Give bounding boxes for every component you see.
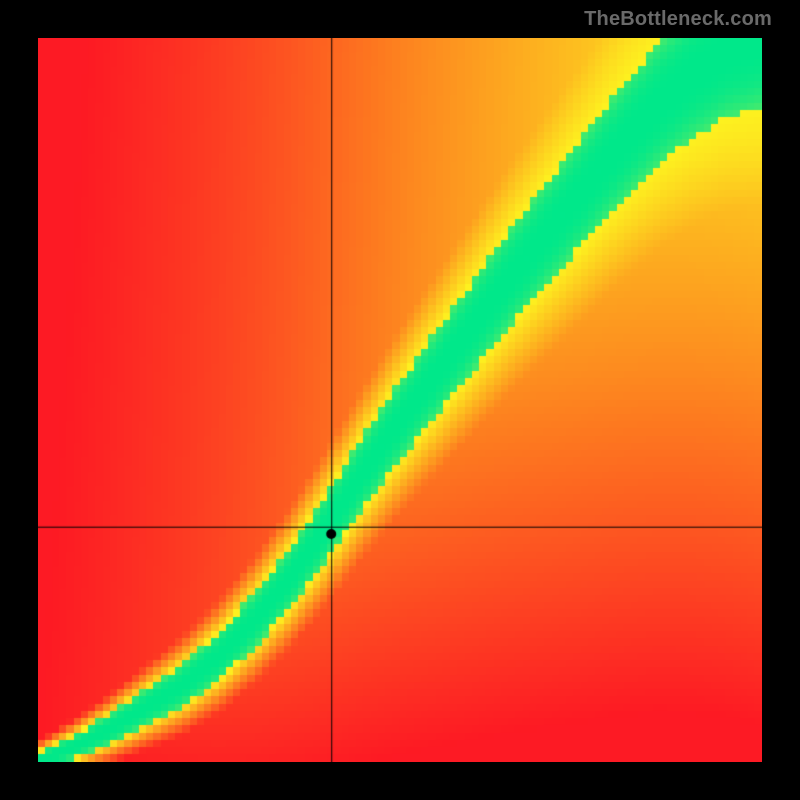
bottleneck-heatmap xyxy=(38,38,762,762)
watermark-text: TheBottleneck.com xyxy=(584,8,772,31)
chart-container: TheBottleneck.com xyxy=(0,0,800,800)
